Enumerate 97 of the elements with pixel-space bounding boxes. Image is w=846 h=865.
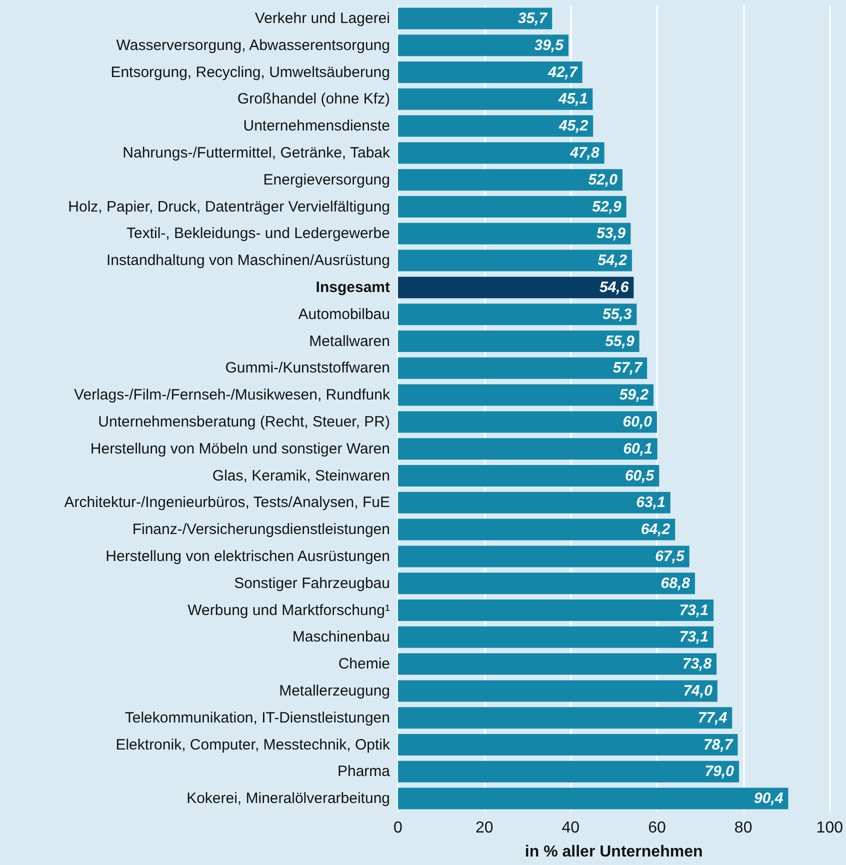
bar	[398, 788, 788, 810]
data-label: 73,8	[682, 656, 712, 673]
bar	[398, 276, 634, 298]
data-label: 68,8	[660, 574, 691, 592]
y-tick-label: Herstellung von elektrischen Ausrüstungen	[106, 548, 390, 565]
y-tick-label: Entsorgung, Recycling, Umweltsäuberung	[110, 64, 390, 81]
data-label: 60,5	[624, 467, 655, 484]
y-tick-label: Verlags-/Film-/Fernseh-/Musikwesen, Rundfunk	[74, 386, 390, 404]
x-tick-label: 40	[562, 820, 580, 836]
y-tick-label: Herstellung von Möbeln und sonstiger Waren	[90, 440, 390, 458]
bar	[398, 250, 632, 272]
data-label: 52,0	[588, 171, 618, 188]
y-tick-label: Unternehmensberatung (Recht, Steuer, PR)	[98, 413, 390, 430]
y-tick-label: Energieversorgung	[263, 171, 390, 188]
data-label: 47,8	[569, 144, 600, 162]
data-label: 55,9	[605, 332, 635, 350]
data-label: 42,7	[547, 64, 578, 81]
y-tick-label: Telekommunikation, IT-Dienstleistungen	[124, 709, 390, 726]
data-label: 74,0	[683, 682, 714, 700]
y-tick-label: Pharma	[337, 763, 391, 780]
bar	[398, 464, 660, 487]
bar	[398, 518, 676, 540]
x-tick-label: 80	[734, 820, 752, 836]
y-tick-label: Textil-, Bekleidungs- und Ledergewerbe	[126, 225, 390, 242]
data-label: 73,1	[679, 602, 709, 619]
bar	[398, 734, 738, 756]
data-label: 55,3	[602, 306, 632, 323]
bar	[398, 88, 593, 110]
y-tick-label: Metallwaren	[309, 332, 390, 350]
y-tick-label: Glas, Keramik, Steinwaren	[212, 467, 390, 484]
y-tick-label: Gummi-/Kunststoffwaren	[225, 360, 390, 377]
bar	[398, 411, 657, 433]
data-label: 39,5	[534, 36, 564, 54]
data-label: 60,0	[622, 413, 653, 430]
data-label: 63,1	[636, 494, 666, 512]
bar	[398, 169, 622, 191]
bar	[398, 680, 718, 702]
data-label: 67,5	[655, 548, 686, 565]
bar	[398, 304, 637, 326]
bar	[398, 707, 732, 729]
y-tick-label: Nahrungs-/Futtermittel, Getränke, Tabak	[122, 144, 390, 162]
data-label: 54,6	[599, 278, 630, 296]
x-tick-label: 0	[394, 820, 403, 836]
bar	[398, 34, 569, 56]
bar	[398, 599, 714, 622]
data-label: 77,4	[698, 709, 728, 726]
y-tick-label: Metallerzeugung	[279, 682, 390, 700]
y-tick-label: Maschinenbau	[292, 628, 390, 646]
data-label: 57,7	[612, 360, 643, 377]
y-tick-label: Architektur-/Ingenieurbüros, Tests/Analysen, FuE	[64, 494, 390, 512]
x-axis-title: in % aller Unternehmen	[524, 844, 703, 860]
y-tick-label: Automobilbau	[298, 306, 390, 323]
bar	[398, 61, 582, 84]
data-label: 90,4	[754, 790, 784, 808]
y-tick-label: Großhandel (ohne Kfz)	[237, 90, 390, 108]
y-tick-label: Insgesamt	[316, 278, 390, 296]
y-tick-label: Werbung und Marktforschung¹	[188, 602, 390, 619]
data-label: 52,9	[592, 198, 622, 216]
data-label: 73,1	[679, 628, 709, 646]
bar	[398, 438, 658, 460]
y-tick-label: Instandhaltung von Maschinen/Ausrüstung	[106, 252, 390, 270]
bar	[398, 760, 740, 782]
y-tick-label: Holz, Papier, Druck, Datenträger Vervielfältigung	[68, 198, 390, 216]
y-tick-label: Finanz-/Versicherungsdienstleistungen	[132, 521, 390, 538]
y-tick-label: Verkehr und Lagerei	[254, 10, 390, 27]
bar	[398, 142, 604, 164]
bar	[398, 196, 626, 218]
data-label: 45,1	[557, 90, 588, 108]
y-tick-label: Unternehmensdienste	[243, 118, 390, 135]
bar	[398, 384, 654, 406]
bar	[398, 8, 552, 30]
bar	[398, 357, 648, 379]
data-label: 78,7	[704, 736, 734, 754]
data-label: 54,2	[598, 252, 628, 270]
data-label: 45,2	[558, 118, 589, 135]
y-tick-label: Wasserversorgung, Abwasserentsorgung	[116, 36, 390, 54]
data-label: 79,0	[704, 763, 735, 780]
bar	[398, 115, 594, 137]
bar	[398, 653, 717, 675]
bar	[398, 492, 670, 514]
data-label: 53,9	[596, 225, 626, 242]
bar	[398, 546, 690, 568]
x-tick-label: 20	[475, 820, 494, 836]
bar	[398, 572, 695, 594]
y-tick-label: Kokerei, Mineralölverarbeitung	[186, 790, 390, 808]
data-label: 60,1	[623, 440, 652, 458]
data-label: 64,2	[640, 521, 671, 538]
data-label: 35,7	[518, 10, 548, 27]
data-label: 59,2	[619, 386, 650, 404]
y-tick-label: Chemie	[338, 656, 390, 673]
y-tick-label: Elektronik, Computer, Messtechnik, Optik	[116, 736, 390, 754]
x-tick-label: 100	[816, 820, 844, 836]
bar	[398, 626, 714, 648]
y-tick-label: Sonstiger Fahrzeugbau	[234, 574, 390, 592]
bar	[398, 222, 631, 244]
bar	[398, 330, 640, 352]
x-tick-label: 60	[648, 820, 666, 836]
